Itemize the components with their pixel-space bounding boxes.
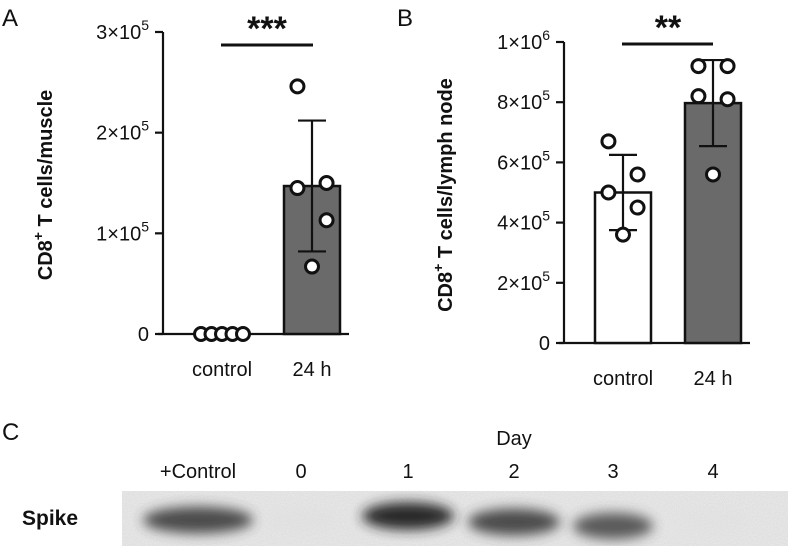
blot-lane-label-3: 2: [508, 461, 519, 483]
panel-a-data-point: [289, 78, 306, 95]
panel-a-y-ticks: 0 1×105 2×105 3×105: [96, 17, 163, 346]
panel-b-y-ticks: 0 2×105 4×105 6×105 8×105 1×106: [497, 27, 564, 355]
panel-b-label: B: [397, 5, 413, 32]
panel-b-y-tick-label: 6×105: [497, 147, 550, 174]
blot-lane-label-1: 0: [295, 461, 306, 483]
panel-b: B CD8+ T cells/lymph node 0 2×105 4×105 6×1…: [397, 5, 750, 390]
panel-a-y-tick-label: 3×105: [96, 17, 149, 44]
panel-b-y-tick-label: 0: [539, 333, 550, 355]
blot-band-4: [573, 512, 653, 540]
blot-header: Day: [496, 428, 532, 450]
panel-b-y-tick-label: 1×106: [497, 27, 550, 54]
blot-lane-label-5: 4: [707, 461, 718, 483]
panel-a-y-tick-label: 0: [138, 324, 149, 346]
panel-b-y-tick-label: 4×105: [497, 208, 550, 235]
panel-a-significance: ***: [247, 10, 287, 48]
panel-b-x-label-1: 24 h: [694, 368, 733, 390]
panel-a-x-labels: control 24 h: [192, 359, 331, 381]
panel-a-y-axis-label: CD8+ T cells/muscle: [30, 90, 57, 281]
panel-b-data-point: [600, 133, 617, 150]
blot-lane-label-0: +Control: [160, 461, 236, 483]
panel-b-x-label-0: control: [593, 368, 653, 390]
panel-b-data-point: [719, 91, 736, 108]
panel-a-x-label-1: 24 h: [293, 359, 332, 381]
panel-a: A CD8+ T cells/muscle 0 1×105 2×105 3×105 c…: [2, 5, 349, 381]
panel-c: C Day Spike +Control 0 1 2 3 4: [2, 419, 788, 546]
panel-b-data-point: [615, 226, 631, 243]
blot-row-label: Spike: [22, 507, 78, 530]
panel-b-data-point: [600, 184, 617, 201]
panel-a-y-tick-label: 2×105: [96, 118, 149, 145]
panel-b-data-point: [690, 88, 707, 105]
panel-a-data-point: [235, 326, 251, 342]
panel-a-x-label-0: control: [192, 359, 252, 381]
panel-b-significance: **: [655, 9, 682, 47]
panel-a-data-point: [318, 212, 335, 229]
panel-a-data-point: [318, 175, 335, 191]
panel-b-bars: [593, 58, 743, 345]
panel-b-x-labels: control 24 h: [593, 368, 732, 390]
panel-a-data-point: [289, 180, 306, 197]
blot-band-3: [468, 508, 560, 536]
panel-b-data-point: [629, 166, 646, 183]
panel-a-label: A: [2, 5, 18, 32]
blot-lane-label-4: 3: [607, 461, 618, 483]
blot-lane-label-2: 1: [402, 461, 413, 483]
blot-band-2: [362, 502, 454, 530]
panel-b-data-point: [629, 199, 646, 216]
panel-b-data-point: [690, 58, 707, 75]
panel-a-y-tick-label: 1×105: [96, 218, 149, 245]
panel-b-data-point: [719, 58, 736, 75]
panel-a-data-point: [304, 258, 320, 275]
blot-band-5: [678, 509, 748, 531]
blot-lanes: [143, 502, 748, 540]
panel-b-y-tick-label: 8×105: [497, 87, 550, 114]
panel-c-label: C: [2, 419, 19, 446]
blot-band-0: [143, 506, 253, 534]
panel-b-data-point: [705, 166, 721, 183]
panel-b-y-tick-label: 2×105: [497, 268, 550, 295]
panel-b-y-axis-label: CD8+ T cells/lymph node: [430, 78, 457, 312]
panel-a-bars: [193, 78, 342, 342]
blot-band-1: [266, 509, 336, 531]
blot-lane-labels: +Control 0 1 2 3 4: [160, 461, 719, 483]
